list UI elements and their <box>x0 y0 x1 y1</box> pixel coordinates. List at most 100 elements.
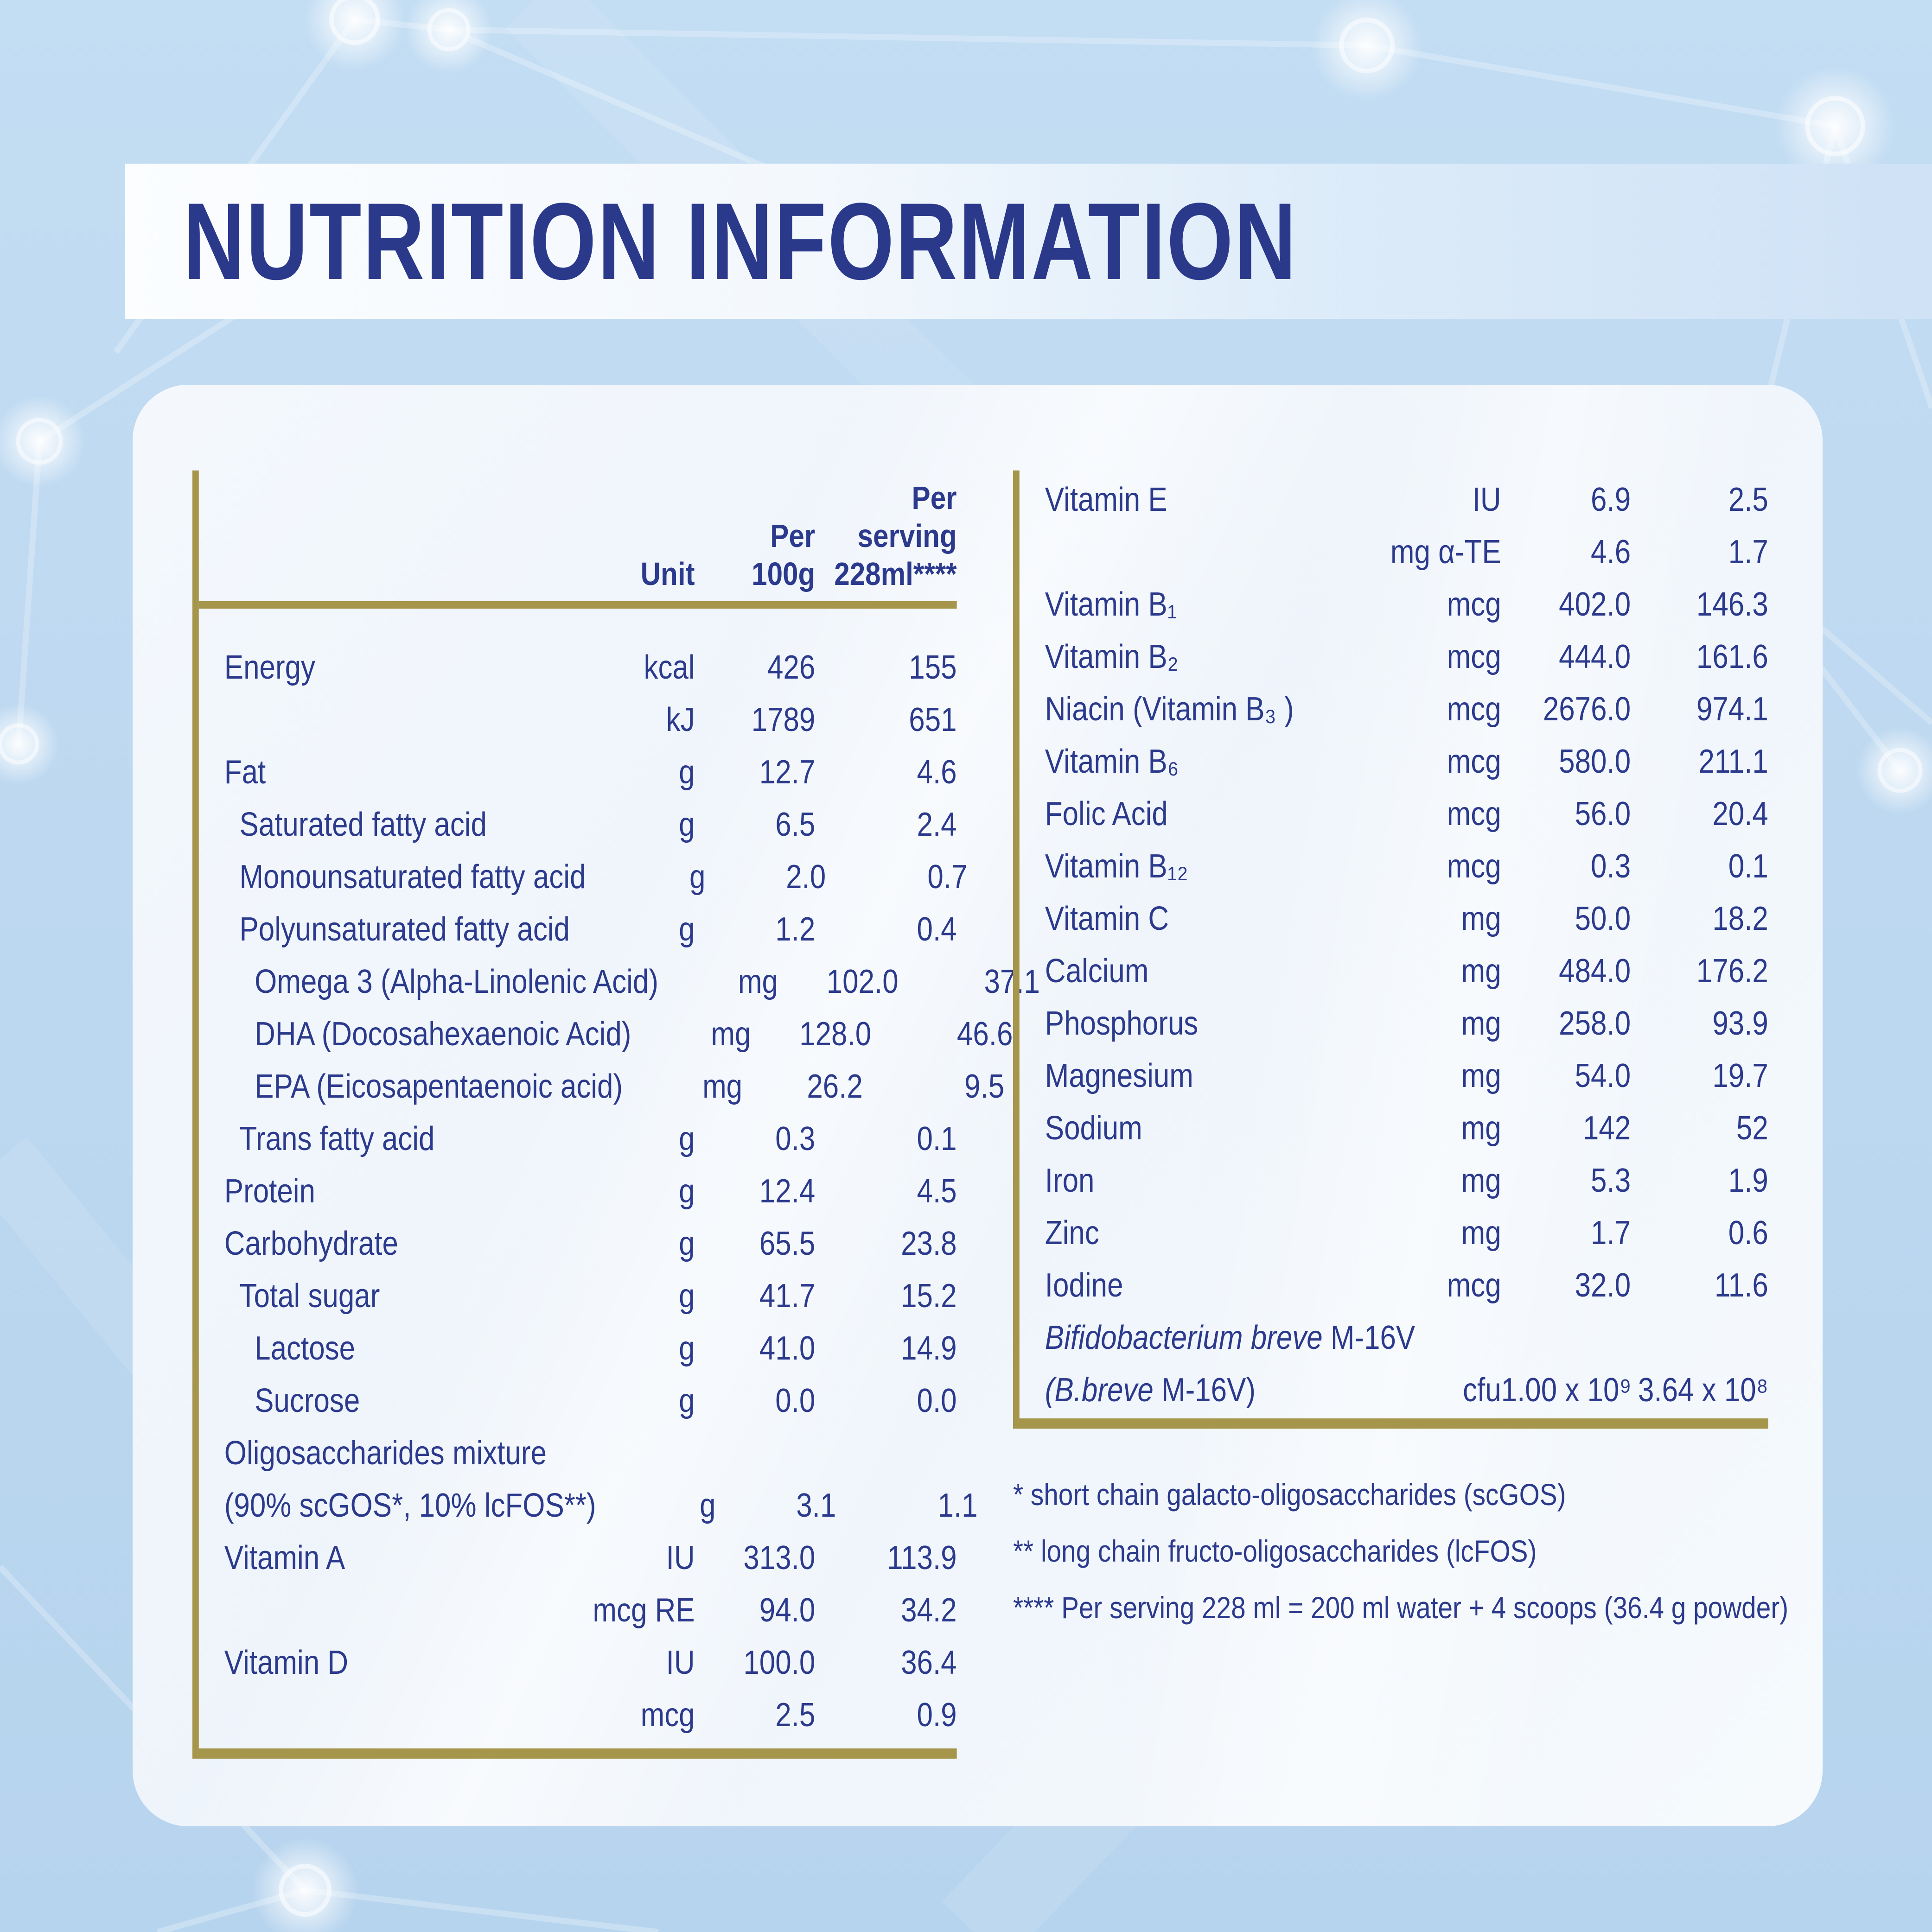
right-row-5-per-serving: 974.1 <box>1696 690 1768 728</box>
right-row-11-per-100g: 258.0 <box>1559 1004 1631 1042</box>
left-row-14-per-100g: 41.0 <box>759 1329 816 1367</box>
page-title: NUTRITION INFORMATION <box>183 180 1298 303</box>
title-banner: NUTRITION INFORMATION <box>125 164 1932 319</box>
right-row-4-label: Vitamin B₂ <box>1045 638 1179 675</box>
right-row-16-unit: mcg <box>1447 1266 1501 1304</box>
right-row-10-per-100g: 484.0 <box>1559 952 1631 990</box>
right-row-1-per-100g: 6.9 <box>1591 481 1631 518</box>
right-row-16: Iodine mcg 32.0 11.6 <box>1020 1259 1768 1311</box>
header-per-100g-line1: Per <box>770 518 816 554</box>
left-row-5-per-serving: 0.7 <box>927 858 968 896</box>
left-row-10-unit: g <box>679 1120 695 1157</box>
left-row-9-per-serving: 9.5 <box>964 1068 1005 1105</box>
left-row-4: Saturated fatty acid g 6.5 2.4 <box>199 798 957 851</box>
right-row-11-unit: mg <box>1461 1004 1501 1042</box>
left-row-1-label: Energy <box>224 648 316 686</box>
left-row-15-per-serving: 0.0 <box>917 1382 957 1419</box>
right-row-9-per-serving: 18.2 <box>1712 900 1768 937</box>
right-row-6-unit: mcg <box>1447 743 1501 780</box>
left-row-3: Fat g 12.7 4.6 <box>199 746 957 798</box>
left-row-18-per-100g: 313.0 <box>743 1539 816 1576</box>
right-row-2-per-serving: 1.7 <box>1728 533 1768 571</box>
table-left-rows: Energy kcal 426 155 kJ 1789 651 Fat g 12.7 4.6 Satu… <box>199 609 1040 1741</box>
left-row-5-unit: g <box>689 858 706 896</box>
right-row-12: Magnesium mg 54.0 19.7 <box>1020 1049 1768 1102</box>
right-row-15-per-100g: 1.7 <box>1591 1214 1631 1252</box>
right-row-18-label: (B.breve M-16V) <box>1045 1371 1256 1409</box>
left-row-8-unit: mg <box>711 1015 751 1053</box>
header-per-serving-line3: 228ml**** <box>834 556 957 592</box>
right-row-8: Vitamin B₁₂ mcg 0.3 0.1 <box>1020 840 1768 892</box>
right-row-15: Zinc mg 1.7 0.6 <box>1020 1207 1768 1259</box>
left-row-16-label: Oligosaccharides mixture <box>224 1434 547 1472</box>
right-row-18: (B.breve M-16V) cfu 1.00 x 10⁹ 3.64 x 10⁸ <box>1020 1364 1768 1416</box>
left-row-12-per-serving: 23.8 <box>901 1225 957 1262</box>
right-row-3-per-100g: 402.0 <box>1559 585 1631 623</box>
right-row-8-per-100g: 0.3 <box>1591 847 1631 885</box>
right-row-18-unit: cfu <box>1463 1371 1501 1409</box>
right-row-7-per-100g: 56.0 <box>1575 795 1631 833</box>
left-row-10-label: Trans fatty acid <box>239 1120 435 1157</box>
left-row-19-unit: mcg RE <box>593 1591 695 1629</box>
right-row-13-unit: mg <box>1461 1109 1501 1147</box>
left-row-11-per-100g: 12.4 <box>759 1172 816 1210</box>
header-per-serving-line2: serving <box>857 518 957 554</box>
right-row-11: Phosphorus mg 258.0 93.9 <box>1020 997 1768 1049</box>
left-row-10-per-serving: 0.1 <box>917 1120 957 1157</box>
right-row-13: Sodium mg 142 52 <box>1020 1102 1768 1154</box>
right-row-2: mg α-TE 4.6 1.7 <box>1020 526 1768 578</box>
right-row-3: Vitamin B₁ mcg 402.0 146.3 <box>1020 578 1768 630</box>
left-row-8-per-100g: 128.0 <box>799 1015 872 1053</box>
left-row-19-per-serving: 34.2 <box>901 1591 957 1629</box>
header-per-serving: Per serving 228ml**** <box>815 479 956 593</box>
left-row-17-per-serving: 1.1 <box>937 1487 978 1524</box>
left-row-10: Trans fatty acid g 0.3 0.1 <box>199 1112 957 1165</box>
left-row-1-per-100g: 426 <box>767 648 816 686</box>
left-row-18-per-serving: 113.9 <box>887 1539 957 1576</box>
right-row-12-per-serving: 19.7 <box>1712 1057 1768 1094</box>
right-row-7: Folic Acid mcg 56.0 20.4 <box>1020 788 1768 840</box>
right-row-11-label: Phosphorus <box>1045 1004 1199 1042</box>
left-row-20-unit: IU <box>666 1644 695 1681</box>
left-row-5-label: Monounsaturated fatty acid <box>239 858 586 896</box>
left-row-15-per-100g: 0.0 <box>775 1382 816 1419</box>
footnote-lcfos: ** long chain fructo-oligosaccharides (l… <box>1013 1534 1537 1568</box>
left-row-20-per-serving: 36.4 <box>901 1644 957 1681</box>
right-row-9-unit: mg <box>1461 900 1501 937</box>
left-row-6: Polyunsaturated fatty acid g 1.2 0.4 <box>199 903 956 955</box>
header-unit-label: Unit <box>640 556 695 592</box>
left-row-8-per-serving: 46.6 <box>956 1015 1013 1053</box>
nutrition-table-left: Unit Per 100g Per serving 228ml**** Ener… <box>192 470 1040 1759</box>
left-row-8: DHA (Docosahexaenoic Acid) mg 128.0 46.6 <box>199 1008 1013 1060</box>
left-row-12-unit: g <box>679 1225 695 1262</box>
right-row-3-label: Vitamin B₁ <box>1045 585 1177 623</box>
right-row-12-label: Magnesium <box>1045 1057 1193 1094</box>
right-row-6-label: Vitamin B₆ <box>1045 743 1179 780</box>
right-row-10-label: Calcium <box>1045 952 1149 990</box>
right-row-2-unit: mg α-TE <box>1390 533 1501 571</box>
left-row-21-per-100g: 2.5 <box>775 1696 816 1734</box>
left-row-17-unit: g <box>700 1487 716 1524</box>
left-row-12-per-100g: 65.5 <box>759 1225 816 1262</box>
right-row-18-per-serving: 3.64 x 10⁸ <box>1638 1371 1768 1409</box>
right-row-13-label: Sodium <box>1045 1109 1142 1147</box>
left-row-14-unit: g <box>679 1329 695 1367</box>
footnote-per-serving: **** Per serving 228 ml = 200 ml water +… <box>1013 1590 1789 1625</box>
header-unit: Unit <box>575 555 695 593</box>
left-row-20-per-100g: 100.0 <box>743 1644 816 1681</box>
right-row-7-per-serving: 20.4 <box>1712 795 1768 833</box>
right-row-1-unit: IU <box>1472 481 1501 518</box>
left-row-14-per-serving: 14.9 <box>901 1329 957 1367</box>
right-row-7-unit: mcg <box>1447 795 1501 833</box>
right-row-15-unit: mg <box>1461 1214 1501 1252</box>
right-row-10-unit: mg <box>1461 952 1501 990</box>
left-row-7: Omega 3 (Alpha-Linolenic Acid) mg 102.0 37.… <box>199 955 1040 1008</box>
left-row-12-label: Carbohydrate <box>224 1225 398 1262</box>
left-row-3-per-100g: 12.7 <box>759 753 816 791</box>
left-row-21: mcg 2.5 0.9 <box>199 1689 957 1741</box>
left-row-1-unit: kcal <box>644 648 695 686</box>
left-row-2-per-serving: 651 <box>909 701 957 738</box>
left-row-4-per-serving: 2.4 <box>917 806 957 843</box>
left-row-16: Oligosaccharides mixture <box>199 1427 957 1479</box>
left-row-17-per-100g: 3.1 <box>796 1487 836 1524</box>
